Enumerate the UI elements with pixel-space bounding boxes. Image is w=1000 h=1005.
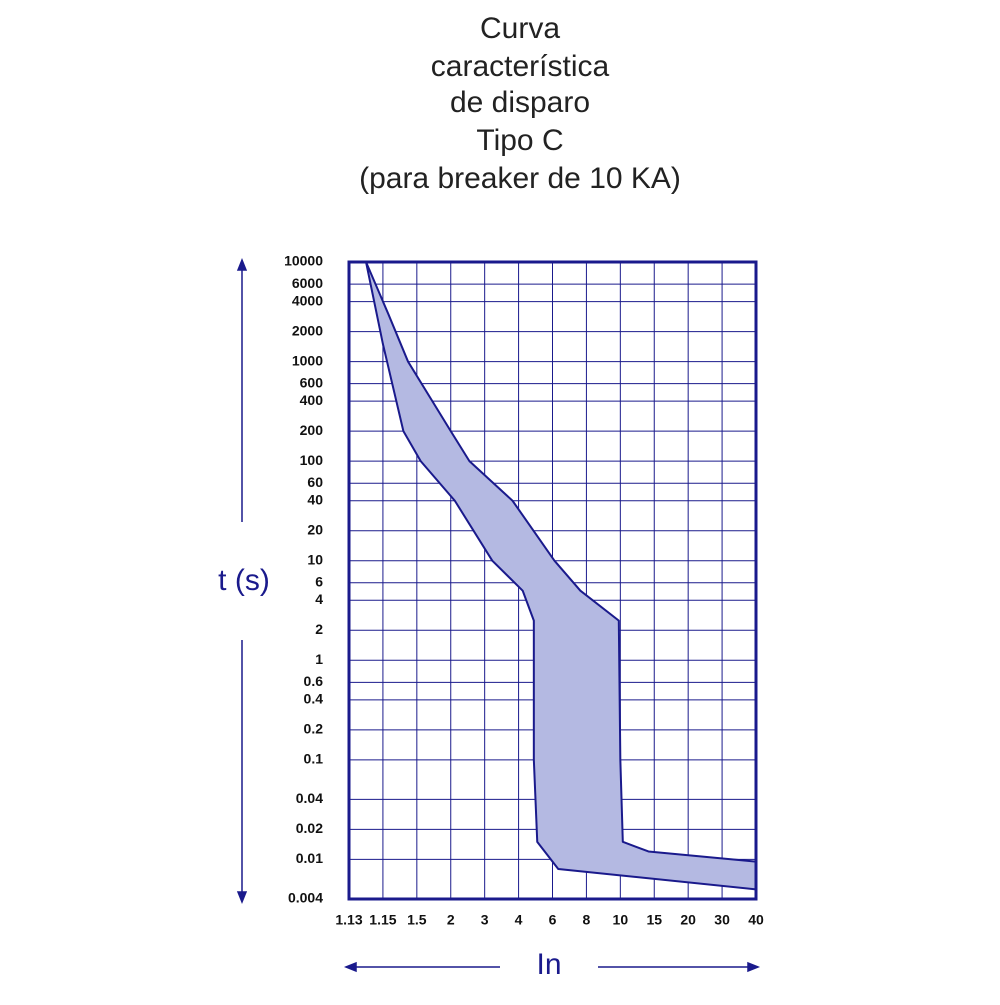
x-tick-label: 1.13 [335, 912, 362, 928]
y-tick-label: 2000 [292, 322, 323, 338]
x-tick-label: 3 [481, 912, 489, 928]
band-right-edge [365, 262, 756, 863]
y-tick-label: 0.01 [296, 850, 323, 866]
y-tick-label: 0.2 [304, 721, 324, 737]
title-line: característica [431, 50, 610, 83]
y-axis-label: t (s) [218, 564, 270, 597]
y-tick-label: 20 [307, 521, 323, 537]
x-axis-label: In [536, 948, 561, 981]
x-tick-label: 1.5 [407, 912, 427, 928]
band-area [366, 262, 756, 890]
y-tick-label: 1 [315, 651, 323, 667]
y-tick-label: 1000 [292, 352, 323, 368]
y-tick-label: 0.02 [296, 820, 323, 836]
y-tick-label: 6000 [292, 275, 323, 291]
title-line: (para breaker de 10 KA) [359, 162, 681, 195]
x-tick-label: 8 [583, 912, 591, 928]
y-tick-label: 0.04 [296, 790, 323, 806]
x-tick-label: 15 [646, 912, 662, 928]
title-line: Tipo C [476, 124, 563, 157]
x-tick-label: 30 [714, 912, 730, 928]
y-tick-label: 6 [315, 573, 323, 589]
title-line: Curva [480, 12, 560, 45]
x-tick-label: 2 [447, 912, 455, 928]
x-tick-label: 6 [549, 912, 557, 928]
plot-frame [347, 260, 758, 901]
x-tick-label: 10 [613, 912, 629, 928]
x-tick-label: 1.15 [369, 912, 396, 928]
y-tick-label: 0.4 [304, 691, 324, 707]
y-tick-label: 10000 [284, 253, 323, 269]
y-tick-label: 60 [307, 474, 323, 490]
y-tick-label: 4 [315, 591, 323, 607]
y-tick-label: 200 [300, 422, 324, 438]
y-tick-label: 100 [300, 452, 324, 468]
y-tick-label: 0.1 [304, 751, 324, 767]
x-tick-label: 20 [680, 912, 696, 928]
y-tick-label: 0.6 [304, 673, 324, 689]
y-tick-label: 2 [315, 621, 323, 637]
x-tick-label: 4 [515, 912, 523, 928]
y-tick-label: 400 [300, 392, 324, 408]
x-tick-label: 40 [748, 912, 764, 928]
y-tick-label: 4000 [292, 292, 323, 308]
y-tick-label: 600 [300, 374, 324, 390]
y-tick-label: 10 [307, 551, 323, 567]
axis-arrows [236, 257, 761, 973]
title-line: de disparo [450, 86, 590, 119]
y-tick-label: 40 [307, 491, 323, 507]
y-tick-label: 0.004 [288, 890, 323, 906]
band-left-edge [365, 262, 756, 891]
